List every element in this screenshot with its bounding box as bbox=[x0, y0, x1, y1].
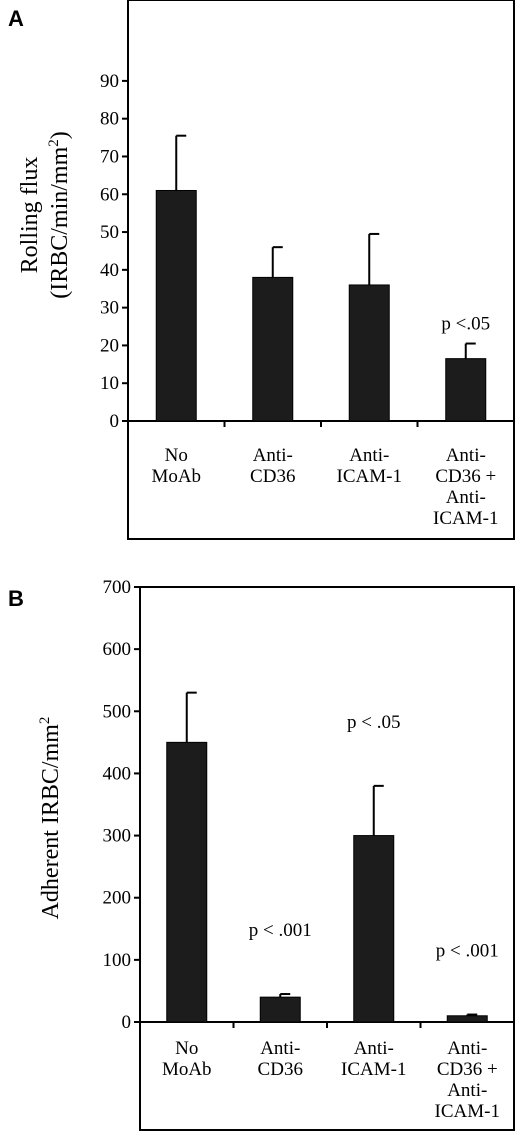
undefined-y-tick-label: 90 bbox=[100, 71, 119, 92]
undefined-bar bbox=[445, 358, 487, 422]
undefined-category-label: Anti- bbox=[446, 445, 486, 466]
undefined-category-label: No bbox=[165, 445, 188, 466]
panel-b-y-title: Adherent IRBC/mm2 bbox=[37, 717, 64, 920]
undefined-bar bbox=[353, 835, 395, 1023]
panel-a-y-axis-title: Rolling flux (IRBC/min/mm2) bbox=[17, 131, 73, 299]
undefined-bar bbox=[252, 276, 294, 422]
undefined-annotation: p < .05 bbox=[347, 712, 400, 733]
undefined-y-tick-label: 50 bbox=[100, 222, 119, 243]
undefined-y-tick-label: 40 bbox=[100, 260, 119, 281]
undefined-category-label: ICAM-1 bbox=[337, 466, 402, 487]
panel-a-plot: 0102030405060708090NoMoAbAnti-CD36Anti-I… bbox=[100, 0, 515, 540]
undefined-y-tick-label: 60 bbox=[100, 184, 119, 205]
panel-a-y-title-line1: Rolling flux bbox=[17, 157, 43, 274]
undefined-category-label: CD36 + bbox=[435, 466, 496, 487]
undefined-annotation: p < .001 bbox=[436, 941, 499, 962]
undefined-category-label: ICAM-1 bbox=[433, 508, 498, 529]
undefined-category-label: ICAM-1 bbox=[435, 1101, 500, 1122]
undefined-category-label: Anti- bbox=[253, 445, 293, 466]
undefined-bar bbox=[166, 741, 208, 1023]
undefined-y-tick-label: 70 bbox=[100, 146, 119, 167]
undefined-bar bbox=[259, 996, 301, 1023]
undefined-category-label: No bbox=[175, 1038, 198, 1059]
undefined-bar bbox=[446, 1015, 488, 1023]
undefined-annotation: p < .001 bbox=[249, 920, 312, 941]
undefined-bar bbox=[155, 189, 197, 422]
panel-a-y-title-line2: (IRBC/min/mm2) bbox=[46, 131, 73, 299]
panel-b-y-axis-title: Adherent IRBC/mm2 bbox=[37, 717, 64, 920]
undefined-category-label: Anti- bbox=[260, 1038, 300, 1059]
undefined-category-label: Anti- bbox=[447, 1080, 487, 1101]
undefined-category-label: CD36 + bbox=[437, 1059, 498, 1080]
undefined-category-label: CD36 bbox=[258, 1059, 303, 1080]
undefined-y-tick-label: 400 bbox=[103, 763, 132, 784]
undefined-y-tick-label: 300 bbox=[103, 826, 132, 847]
panel-b-label: B bbox=[8, 586, 24, 611]
undefined-y-tick-label: 10 bbox=[100, 373, 119, 394]
undefined-category-label: ICAM-1 bbox=[341, 1059, 406, 1080]
undefined-category-label: Anti- bbox=[447, 1038, 487, 1059]
panel-a-label: A bbox=[8, 6, 24, 31]
undefined-y-tick-label: 20 bbox=[100, 335, 119, 356]
undefined-annotation: p <.05 bbox=[441, 314, 490, 335]
undefined-category-label: Anti- bbox=[354, 1038, 394, 1059]
undefined-y-tick-label: 700 bbox=[103, 577, 132, 598]
undefined-y-tick-label: 0 bbox=[122, 1012, 132, 1033]
panel-a: A Rolling flux (IRBC/min/mm2) 0 10 20 30 40 5… bbox=[8, 0, 515, 540]
undefined-category-label: Anti- bbox=[349, 445, 389, 466]
panel-b: B Adherent IRBC/mm2 0 100 200 300 400 500 600 7… bbox=[8, 577, 515, 1131]
undefined-category-label: MoAb bbox=[151, 466, 201, 487]
undefined-y-tick-label: 0 bbox=[110, 411, 120, 432]
undefined-y-tick-label: 500 bbox=[103, 701, 132, 722]
undefined-y-tick-label: 600 bbox=[103, 639, 132, 660]
undefined-bar bbox=[348, 284, 390, 422]
undefined-category-label: MoAb bbox=[162, 1059, 212, 1080]
undefined-y-tick-label: 100 bbox=[103, 950, 132, 971]
undefined-category-label: Anti- bbox=[446, 487, 486, 508]
undefined-y-tick-label: 200 bbox=[103, 888, 132, 909]
undefined-y-tick-label: 80 bbox=[100, 109, 119, 130]
undefined-category-label: CD36 bbox=[250, 466, 295, 487]
undefined-y-tick-label: 30 bbox=[100, 298, 119, 319]
